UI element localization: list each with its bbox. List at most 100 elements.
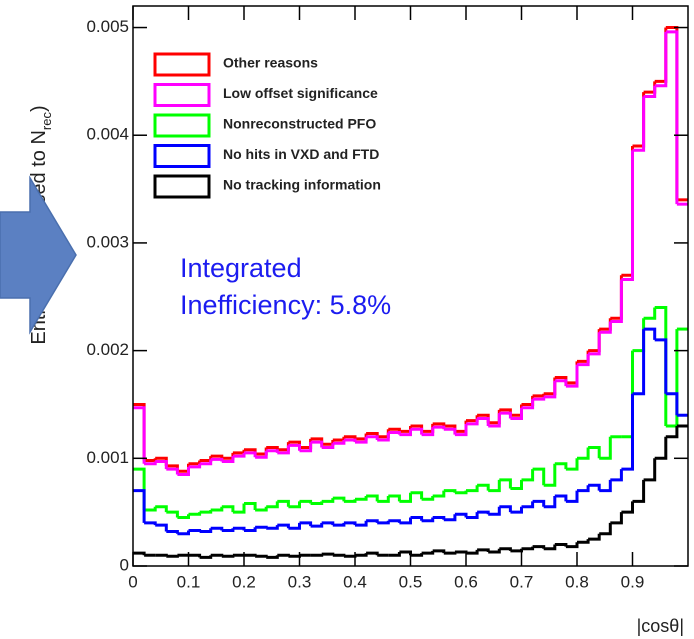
histogram-step — [177, 514, 190, 520]
histogram-step — [521, 469, 535, 482]
histogram-step — [643, 307, 657, 320]
histogram-step — [632, 318, 646, 353]
histogram-step — [133, 402, 146, 461]
histogram-step — [510, 407, 523, 420]
histogram-step — [355, 520, 368, 527]
histogram-step — [554, 494, 568, 502]
histogram-step — [199, 555, 213, 559]
histogram-step — [388, 552, 401, 557]
histogram-step — [166, 554, 179, 558]
histogram-step — [299, 521, 313, 527]
histogram-step — [244, 553, 257, 557]
histogram-step — [399, 550, 412, 556]
histogram-step — [499, 411, 512, 419]
histogram-step — [321, 498, 335, 503]
histogram-step — [221, 554, 235, 558]
histogram-step — [177, 530, 190, 536]
histogram-step — [510, 479, 523, 490]
histogram-step — [565, 490, 579, 503]
histogram-step — [299, 438, 313, 450]
histogram-step — [366, 435, 379, 440]
histogram-step — [643, 85, 657, 98]
histogram-step — [532, 499, 546, 507]
histogram-step — [288, 501, 301, 509]
histogram-step — [454, 550, 468, 554]
histogram-step — [310, 522, 324, 528]
histogram-step — [654, 306, 668, 426]
histogram-step — [665, 329, 679, 428]
x-tick-label: 0 — [128, 572, 137, 591]
histogram-step — [355, 433, 368, 441]
histogram-step — [621, 393, 634, 471]
histogram-step — [543, 544, 557, 551]
histogram-step — [310, 440, 324, 448]
histogram-step — [188, 512, 202, 516]
histogram-step — [665, 392, 679, 416]
histogram-step — [665, 26, 679, 200]
histogram-step — [266, 501, 279, 509]
histogram-step — [477, 483, 490, 491]
histogram-step — [199, 456, 213, 462]
histogram-step — [332, 436, 346, 442]
histogram-step — [410, 491, 424, 500]
histogram-step — [643, 327, 657, 340]
histogram-step — [343, 521, 357, 526]
histogram-step — [488, 413, 501, 428]
histogram-step — [188, 553, 202, 558]
histogram-step — [554, 379, 568, 387]
histogram-step — [588, 483, 601, 491]
histogram-step — [166, 510, 179, 518]
y-axis-label-sub: rec — [39, 112, 54, 131]
histogram-step — [588, 533, 601, 541]
histogram-step — [588, 332, 601, 356]
histogram-step — [466, 415, 479, 423]
histogram-step — [654, 436, 668, 460]
histogram-step — [543, 380, 557, 399]
histogram-step — [521, 399, 535, 410]
histogram-step — [421, 427, 435, 437]
histogram-step — [577, 447, 590, 460]
histogram-step — [288, 443, 301, 451]
x-tick-label: 0.7 — [510, 572, 534, 591]
histogram-step — [454, 512, 468, 518]
histogram-step — [210, 553, 224, 557]
histogram-step — [366, 551, 379, 556]
histogram-step — [277, 445, 290, 455]
histogram-step — [521, 546, 535, 551]
x-tick-label: 0.8 — [565, 572, 589, 591]
histogram-step — [443, 427, 457, 435]
histogram-step — [521, 501, 535, 509]
histogram-step — [621, 150, 634, 282]
histogram-step — [466, 512, 479, 520]
histogram-step — [599, 318, 612, 331]
histogram-step — [466, 485, 479, 493]
histogram-step — [577, 539, 590, 544]
histogram-step — [565, 361, 579, 385]
legend-swatch — [153, 52, 211, 77]
histogram-step — [221, 452, 235, 460]
histogram-step — [410, 427, 424, 435]
histogram-step — [621, 146, 634, 277]
histogram-step — [221, 456, 235, 464]
x-tick-label: 0.1 — [177, 572, 201, 591]
histogram-step — [621, 350, 634, 439]
histogram-step — [510, 404, 523, 417]
histogram-step — [332, 553, 346, 557]
histogram-step — [388, 519, 401, 523]
histogram-step — [454, 490, 468, 495]
x-tick-label: 0.9 — [621, 572, 645, 591]
histogram-step — [421, 423, 435, 433]
histogram-step — [532, 393, 546, 398]
histogram-step — [177, 466, 190, 476]
histogram-step — [299, 499, 313, 504]
histogram-step — [377, 520, 390, 525]
histogram-step — [199, 528, 213, 534]
histogram-step — [499, 505, 512, 513]
histogram-step — [188, 460, 202, 466]
y-tick-label: 0.005 — [86, 17, 129, 36]
histogram-step — [366, 494, 379, 502]
x-axis-label: |cosθ| — [637, 616, 684, 636]
histogram-step — [466, 549, 479, 555]
